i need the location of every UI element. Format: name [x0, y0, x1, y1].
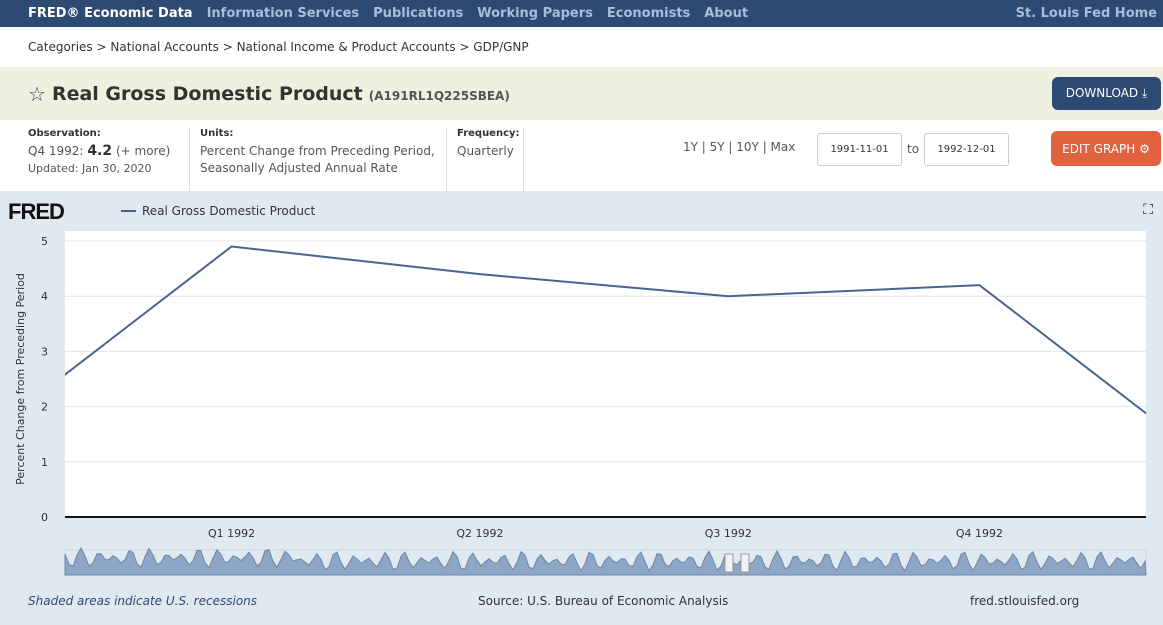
x-tick-label: Q1 1992 [208, 527, 255, 540]
more-link[interactable]: (+ more) [115, 144, 171, 158]
y-tick-label: 4 [41, 290, 48, 303]
legend-label: Real Gross Domestic Product [142, 204, 316, 218]
y-tick-label: 3 [41, 345, 48, 358]
star-icon[interactable]: ☆ [28, 81, 46, 106]
top-nav: FRED® Economic Data Information Services… [0, 0, 1163, 27]
range-buttons[interactable]: 1Y | 5Y | 10Y | Max [683, 140, 796, 154]
series-id: (A191RL1Q225SBEA) [368, 88, 510, 103]
site-link[interactable]: fred.stlouisfed.org [970, 594, 1080, 608]
breadcrumb[interactable]: Categories > National Accounts > Nationa… [28, 40, 529, 54]
fullscreen-icon[interactable]: ⛶ [1143, 202, 1153, 218]
date-from-input[interactable]: 1991-11-01 [817, 133, 902, 166]
source: Source: U.S. Bureau of Economic Analysis [478, 594, 729, 608]
nav-publications[interactable]: Publications [373, 6, 464, 21]
page-title: Real Gross Domestic Product [51, 82, 363, 105]
st-louis-fed-home-link[interactable]: St. Louis Fed Home [1015, 6, 1157, 21]
download-button[interactable]: DOWNLOAD ⤓ [1052, 77, 1161, 110]
nav-working-papers[interactable]: Working Papers [477, 6, 593, 21]
y-tick-label: 1 [41, 456, 48, 469]
navigator-series [64, 546, 1147, 576]
y-tick-label: 0 [41, 511, 48, 524]
updated-date: Updated: Jan 30, 2020 [28, 162, 152, 175]
date-to-input[interactable]: 1992-12-01 [924, 133, 1009, 166]
frequency-label: Frequency: [457, 128, 520, 139]
units-value: Percent Change from Preceding Period, Se… [200, 144, 435, 175]
fred-home-link[interactable]: FRED® Economic Data [28, 6, 193, 21]
observation-period: Q4 1992: [28, 144, 84, 158]
y-axis-label: Percent Change from Preceding Period [14, 273, 27, 485]
x-tick-label: Q4 1992 [956, 527, 1003, 540]
x-tick-label: Q3 1992 [705, 527, 752, 540]
nav-about[interactable]: About [704, 6, 749, 21]
to-label: to [907, 142, 920, 156]
y-tick-label: 5 [41, 235, 48, 248]
units-label: Units: [200, 128, 234, 139]
observation-label: Observation: [28, 128, 101, 139]
fred-logo: FRED [8, 199, 65, 224]
navigator-handle-right [740, 553, 750, 573]
x-tick-label: Q2 1992 [456, 527, 503, 540]
nav-information-services[interactable]: Information Services [206, 6, 360, 21]
line-chart: 0 1 2 3 4 5 Q1 1992 Q2 1992 Q3 1992 Q4 1992 Percen… [14, 231, 1147, 576]
nav-economists[interactable]: Economists [606, 6, 691, 21]
frequency-value: Quarterly [457, 144, 514, 158]
edit-graph-button[interactable]: EDIT GRAPH ⚙ [1051, 131, 1161, 166]
y-tick-label: 2 [41, 401, 48, 414]
plot-background [65, 231, 1146, 517]
graph-area: FRED Real Gross Domestic Product ⛶ 0 1 2 3 4… [0, 191, 1163, 625]
series-meta: Observation: Q4 1992: 4.2 (+ more) Updat… [0, 120, 1163, 191]
legend: Real Gross Domestic Product [121, 204, 315, 218]
recessions-note[interactable]: Shaded areas indicate U.S. recessions [28, 594, 258, 608]
navigator-handle-left [724, 553, 734, 573]
legend-swatch [121, 210, 136, 212]
title-bar: ☆ Real Gross Domestic Product (A191RL1Q2… [0, 67, 1163, 120]
series-line [65, 245, 1146, 415]
observation-value: 4.2 [87, 143, 113, 159]
